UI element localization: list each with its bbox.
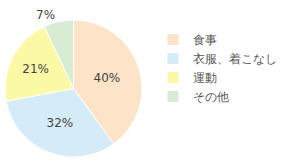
svg-text:40%: 40%	[94, 71, 121, 85]
svg-text:7%: 7%	[36, 8, 55, 22]
svg-text:21%: 21%	[22, 62, 49, 76]
svg-text:32%: 32%	[46, 116, 73, 130]
svg-text:食事: 食事	[193, 33, 217, 47]
svg-text:その他: その他	[193, 90, 229, 104]
svg-text:運動: 運動	[193, 71, 217, 85]
svg-text:衣服、着こなし: 衣服、着こなし	[193, 52, 277, 66]
